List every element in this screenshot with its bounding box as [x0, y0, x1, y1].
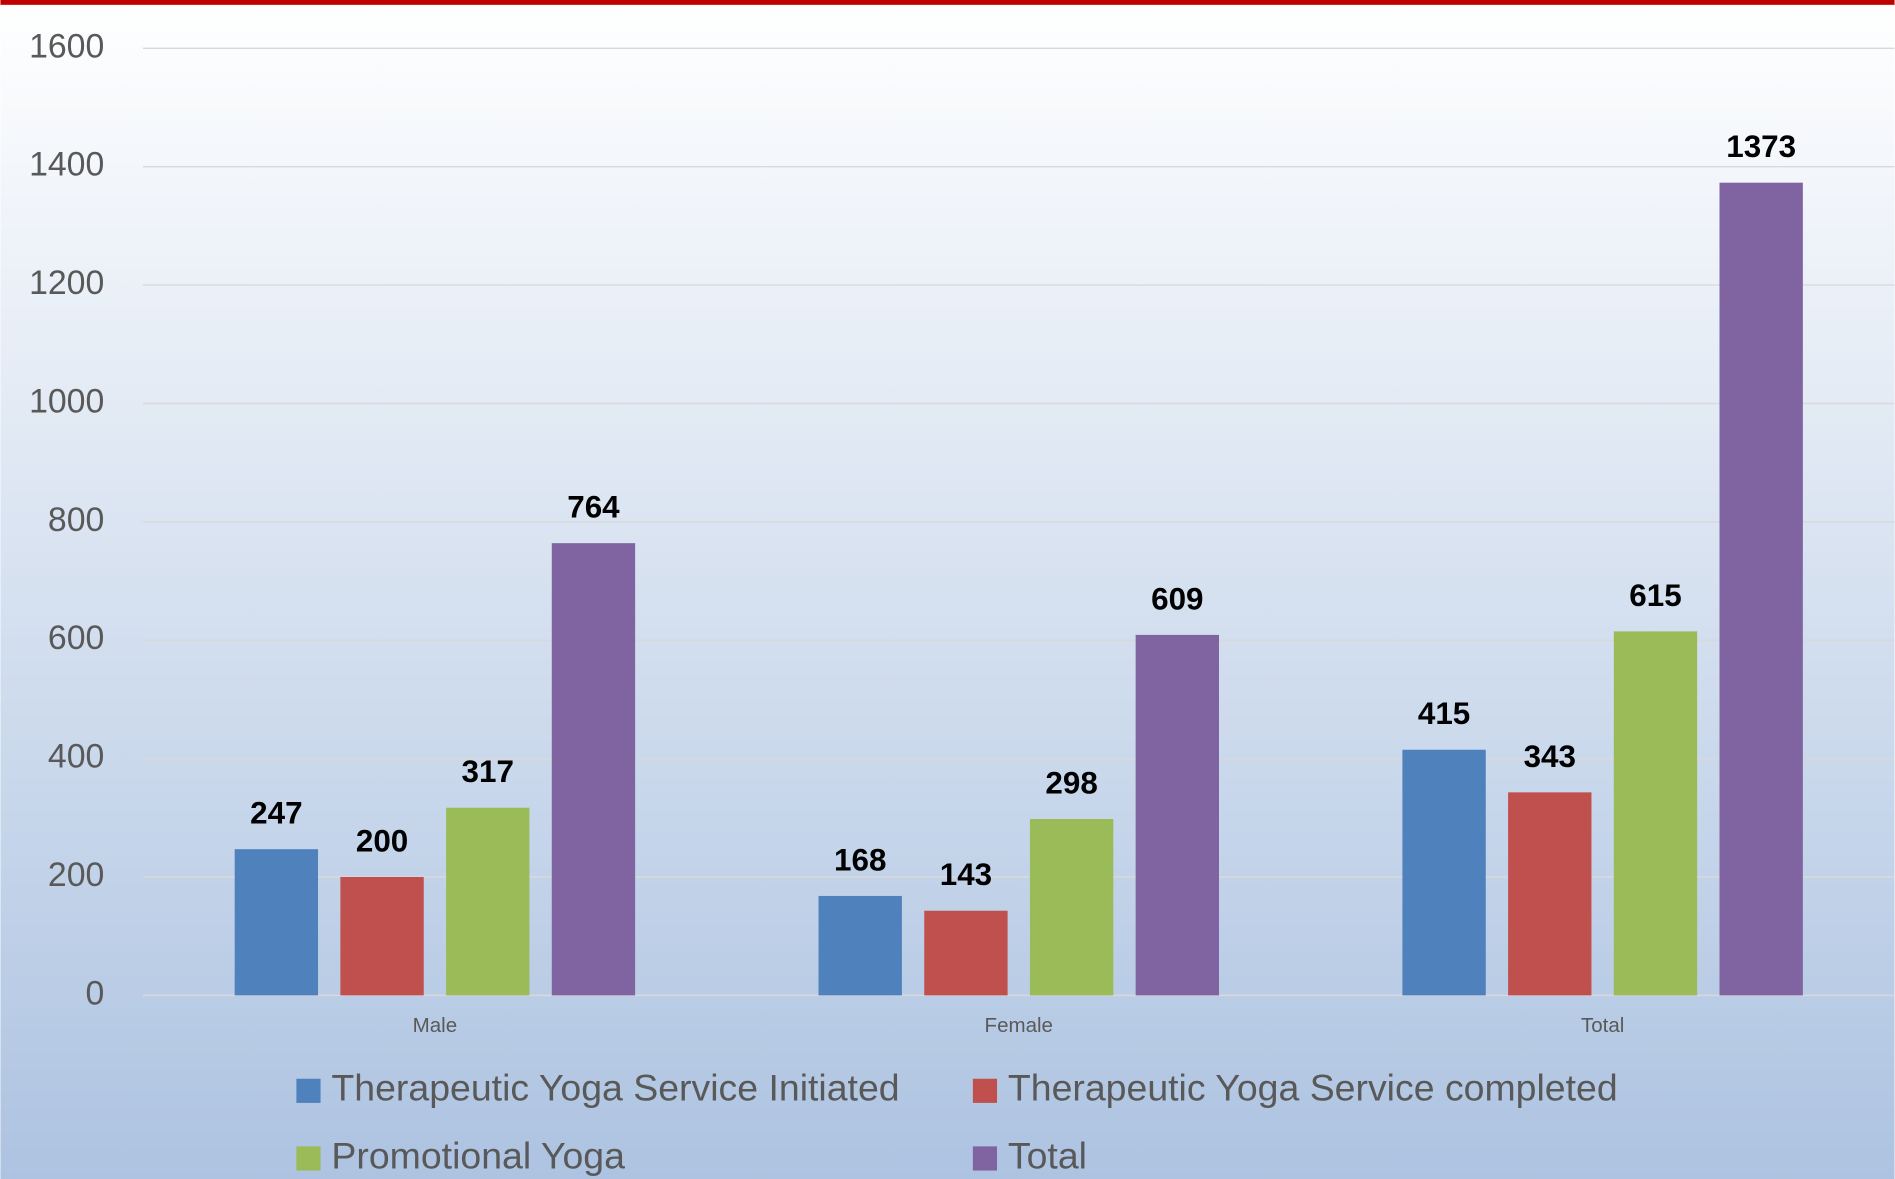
y-tick-label: 1400 — [29, 146, 104, 184]
legend-label: Therapeutic Yoga Service completed — [1008, 1067, 1618, 1109]
bar — [1402, 749, 1486, 996]
bar — [818, 895, 902, 996]
bar — [340, 877, 424, 996]
x-tick-label: Female — [985, 1014, 1053, 1037]
y-tick-label: 800 — [48, 501, 104, 539]
bar — [1135, 634, 1219, 996]
bar — [924, 910, 1008, 996]
legend-label: Total — [1008, 1134, 1087, 1176]
x-tick-label: Total — [1581, 1014, 1624, 1037]
value-label: 415 — [1418, 696, 1470, 731]
value-label: 247 — [250, 796, 302, 831]
y-tick-label: 400 — [48, 738, 104, 776]
y-tick-label: 1600 — [29, 27, 104, 65]
legend-label: Therapeutic Yoga Service Initiated — [331, 1067, 899, 1109]
value-label: 1373 — [1726, 129, 1796, 164]
bar — [1029, 818, 1114, 996]
value-label: 609 — [1151, 581, 1203, 616]
value-label: 298 — [1045, 765, 1097, 800]
y-tick-label: 0 — [86, 974, 105, 1012]
y-tick-label: 1200 — [29, 264, 104, 302]
legend-label: Promotional Yoga — [331, 1134, 625, 1176]
legend-swatch — [296, 1146, 321, 1171]
value-label: 764 — [567, 490, 620, 525]
y-tick-label: 600 — [48, 619, 104, 657]
value-label: 200 — [356, 823, 408, 858]
bar — [1719, 182, 1803, 996]
legend-swatch — [972, 1146, 998, 1171]
top-border — [0, 0, 1895, 5]
value-label: 615 — [1629, 578, 1681, 613]
y-tick-label: 200 — [48, 856, 104, 894]
value-label: 143 — [940, 857, 992, 892]
value-label: 343 — [1524, 739, 1576, 774]
bar — [1508, 792, 1592, 996]
bar — [551, 543, 636, 996]
bar — [446, 807, 530, 996]
y-tick-label: 1000 — [29, 382, 104, 420]
bar — [1613, 631, 1698, 996]
value-label: 317 — [462, 754, 514, 789]
x-tick-label: Male — [413, 1014, 457, 1037]
bar — [234, 849, 319, 996]
legend-swatch — [296, 1078, 321, 1103]
value-label: 168 — [834, 842, 886, 877]
legend-swatch — [972, 1078, 998, 1103]
